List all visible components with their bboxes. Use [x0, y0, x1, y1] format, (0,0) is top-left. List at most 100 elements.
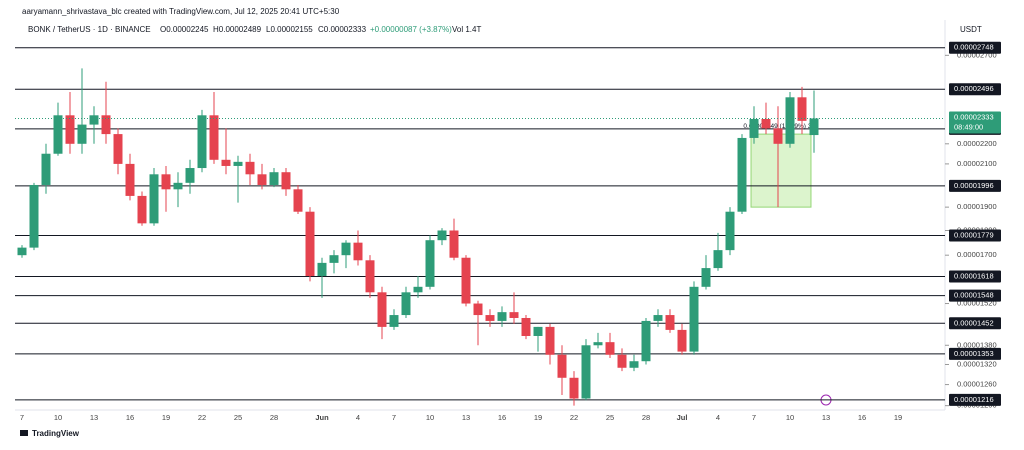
candle-body — [389, 315, 399, 327]
candle-body — [137, 195, 147, 224]
candle-body — [401, 292, 411, 316]
candle-body — [425, 240, 435, 287]
candle-body — [209, 115, 219, 160]
ohlc-change: +0.00000087 (+3.87%) — [370, 25, 452, 34]
candle-body — [89, 115, 99, 125]
y-tick-label: 0.00002100 — [957, 159, 997, 168]
x-tick-label: 16 — [126, 413, 134, 422]
candle-body — [413, 286, 423, 293]
candle-body — [101, 115, 111, 135]
x-tick-label: 16 — [858, 413, 866, 422]
candle-body — [557, 354, 567, 378]
candle-body — [365, 260, 375, 293]
level-label: 0.00001996 — [954, 181, 994, 190]
candle-body — [77, 124, 87, 144]
candle-body — [461, 257, 471, 304]
level-label: 0.00001548 — [954, 291, 994, 300]
y-tick-label: 0.00002200 — [957, 139, 997, 148]
level-tag — [949, 179, 1001, 192]
y-tick-label: 0.00001260 — [957, 380, 997, 389]
x-tick-label: Jun — [315, 413, 329, 422]
candle-body — [641, 320, 651, 362]
y-tick-label: 0.00001520 — [957, 299, 997, 308]
candle-body — [749, 118, 759, 138]
candle-body — [617, 354, 627, 368]
candle-body — [713, 250, 723, 269]
candle-body — [665, 315, 675, 330]
candle-body — [809, 118, 819, 136]
candle-body — [629, 361, 639, 368]
level-tag — [949, 41, 1001, 54]
candle-body — [281, 172, 291, 190]
candle-body — [257, 174, 267, 185]
candle-body — [497, 312, 507, 321]
candle-body — [677, 329, 687, 352]
last-price-label: 0.00002333 — [954, 112, 994, 121]
candle-body — [233, 161, 243, 166]
symbol: BONK / TetherUS · 1D · BINANCE — [28, 25, 151, 34]
ohlc-open: O0.00002245 — [160, 25, 209, 34]
candle-body — [485, 315, 495, 321]
candle-body — [689, 286, 699, 352]
countdown-label: 08:49:00 — [954, 122, 983, 131]
x-tick-label: 22 — [198, 413, 206, 422]
level-tag — [949, 270, 1001, 283]
candle-body — [533, 326, 543, 336]
candle-body — [293, 189, 303, 212]
candle-body — [605, 342, 615, 355]
brand: TradingView — [32, 429, 80, 438]
attribution: aaryamann_shrivastava_blc created with T… — [22, 7, 340, 16]
y-tick-label: 0.00001380 — [957, 340, 997, 349]
candle-body — [653, 315, 663, 321]
candle-body — [785, 97, 795, 144]
level-tag — [949, 229, 1001, 242]
x-tick-label: 19 — [162, 413, 170, 422]
candle-body — [353, 242, 363, 261]
x-tick-label: 25 — [234, 413, 242, 422]
candle-body — [581, 345, 591, 399]
last-price-tag — [949, 111, 1001, 134]
candle-body — [65, 115, 75, 144]
candle-body — [521, 317, 531, 336]
candle-body — [773, 128, 783, 144]
y-tick-label: 0.00001700 — [957, 250, 997, 259]
volume: Vol 1.4T — [452, 25, 481, 34]
ohlc-high: H0.00002489 — [213, 25, 262, 34]
level-tag — [949, 393, 1001, 406]
measure-label: 0.00000349 (18.49%) 349 — [743, 123, 819, 130]
level-label: 0.00002748 — [954, 43, 994, 52]
candle-body — [173, 182, 183, 190]
x-tick-label: 28 — [270, 413, 278, 422]
level-tag — [949, 289, 1001, 302]
level-label: 0.00001779 — [954, 231, 994, 240]
level-tag — [949, 317, 1001, 330]
x-tick-label: 19 — [534, 413, 542, 422]
x-tick-label: 19 — [894, 413, 902, 422]
candle-body — [245, 161, 255, 175]
candle-body — [29, 184, 39, 248]
x-tick-label: Jul — [677, 413, 688, 422]
x-tick-label: 13 — [462, 413, 470, 422]
x-tick-label: 13 — [822, 413, 830, 422]
candle-body — [761, 118, 771, 129]
y-tick-label: 0.00001320 — [957, 359, 997, 368]
candle-body — [797, 97, 807, 121]
level-tag — [949, 83, 1001, 96]
candle-body — [125, 163, 135, 196]
candle-body — [113, 134, 123, 164]
x-tick-label: 10 — [786, 413, 794, 422]
y-tick-label: 0.00002700 — [957, 50, 997, 59]
candle-body — [449, 230, 459, 258]
candle-body — [593, 342, 603, 346]
level-tag — [949, 347, 1001, 360]
level-label: 0.00001452 — [954, 318, 994, 327]
candle-body — [197, 115, 207, 169]
x-tick-label: 10 — [54, 413, 62, 422]
candle-body — [725, 211, 735, 251]
x-tick-label: 7 — [20, 413, 24, 422]
x-tick-label: 16 — [498, 413, 506, 422]
candle-body — [377, 292, 387, 327]
candle-body — [41, 153, 51, 185]
